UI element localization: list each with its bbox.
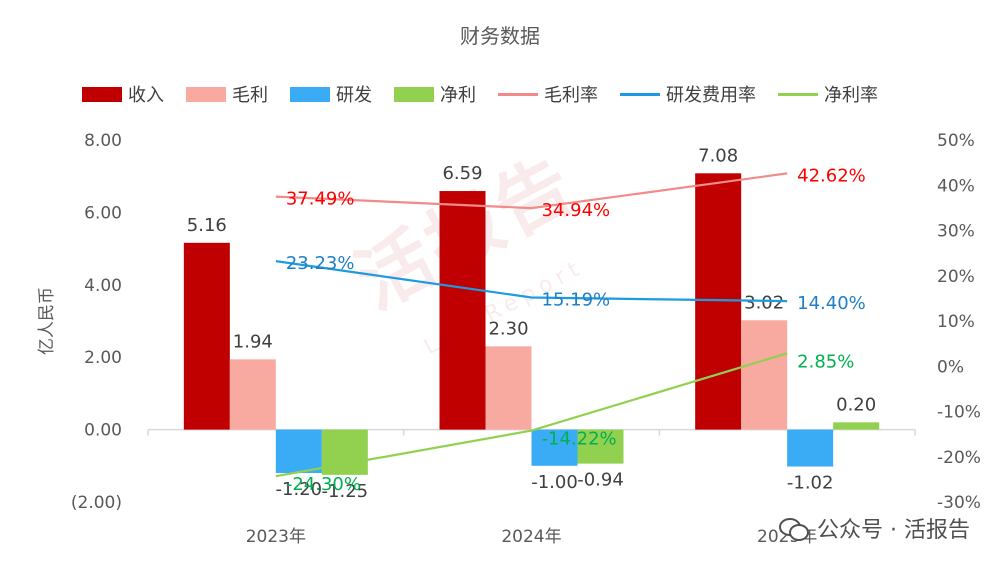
legend-label-net-margin: 净利率	[824, 85, 878, 106]
data-label-net-margin: -14.22%	[542, 429, 617, 450]
line-rnd-ratio	[275, 260, 788, 303]
y2-tick-label: -30%	[937, 493, 981, 513]
data-label-rnd: -1.02	[787, 473, 834, 494]
legend-item-revenue: 收入	[82, 81, 164, 107]
data-label-gross-margin: 37.49%	[286, 189, 355, 210]
bar-revenue	[439, 191, 486, 430]
line-net-margin	[275, 352, 788, 478]
data-label-net-profit: -0.94	[577, 470, 624, 491]
data-label-rnd-ratio: 14.40%	[797, 293, 866, 314]
wechat-icon	[779, 516, 810, 541]
bar-gross-profit	[741, 320, 788, 430]
y2-tick-label: 10%	[937, 312, 975, 332]
x-tick-label: 2024年	[501, 527, 561, 547]
data-label-gross-margin: 34.94%	[542, 200, 611, 221]
y-tick-label: 6.00	[84, 203, 122, 223]
legend-item-net-profit: 净利	[394, 81, 476, 107]
line-gross-margin	[275, 172, 788, 210]
bar-net-profit	[833, 422, 880, 430]
legend-swatch-gross-margin	[498, 92, 538, 96]
y-tick-label: 8.00	[84, 131, 122, 151]
legend-label-rnd: 研发	[336, 85, 372, 106]
bar-net-profit	[321, 429, 368, 475]
y-tick-label: (2.00)	[71, 493, 122, 513]
data-label-rnd: -1.20	[276, 479, 323, 500]
data-label-gross-margin: 42.62%	[797, 165, 866, 186]
legend-item-net-margin: 净利率	[778, 81, 878, 107]
bar-gross-profit	[229, 359, 276, 430]
bar-revenue	[183, 242, 230, 430]
bar-rnd	[531, 429, 578, 466]
legend-swatch-net-margin	[778, 92, 818, 96]
legend-label-net-profit: 净利	[440, 85, 476, 106]
data-label-rnd: -1.00	[531, 472, 578, 493]
y-tick-label: 2.00	[84, 348, 122, 368]
chart-legend: 收入 毛利 研发 净利 毛利率 研发费用率 净利率	[82, 82, 878, 106]
bar-rnd	[787, 429, 834, 467]
legend-swatch-rnd-ratio	[620, 92, 660, 96]
x-tick-label: 2023年	[246, 527, 306, 547]
y2-tick-label: 50%	[937, 131, 975, 151]
data-label-revenue: 6.59	[442, 163, 482, 184]
y2-tick-label: 20%	[937, 267, 975, 287]
legend-swatch-rnd	[290, 86, 330, 102]
legend-label-rnd-ratio: 研发费用率	[666, 85, 756, 106]
footer-text: 公众号 · 活报告	[817, 518, 970, 543]
legend-label-gross-margin: 毛利率	[544, 85, 598, 106]
bar-net-profit	[577, 429, 624, 464]
legend-swatch-gross-profit	[186, 86, 226, 102]
data-label-net-margin: 2.85%	[797, 351, 854, 372]
data-label-gross-profit: 2.30	[488, 318, 528, 339]
y-tick-label: 0.00	[84, 421, 122, 441]
legend-item-gross-profit: 毛利	[186, 81, 268, 107]
legend-item-rnd: 研发	[290, 81, 372, 107]
legend-swatch-net-profit	[394, 86, 434, 102]
chart-title: 财务数据	[460, 24, 540, 48]
bar-revenue	[695, 173, 742, 430]
legend-label-gross-profit: 毛利	[232, 85, 268, 106]
data-label-rnd-ratio: 23.23%	[286, 253, 355, 274]
legend-item-gross-margin: 毛利率	[498, 81, 598, 107]
data-label-revenue: 7.08	[698, 145, 738, 166]
legend-swatch-revenue	[82, 86, 122, 102]
bar-rnd	[275, 429, 322, 474]
footer-attribution: 公众号 · 活报告	[779, 512, 970, 544]
y2-tick-label: 40%	[937, 176, 975, 196]
data-label-revenue: 5.16	[187, 215, 227, 236]
y2-tick-label: 0%	[937, 357, 964, 377]
y2-tick-label: 30%	[937, 222, 975, 242]
bar-gross-profit	[485, 346, 532, 430]
legend-item-rnd-ratio: 研发费用率	[620, 81, 756, 107]
data-label-gross-profit: 1.94	[233, 331, 273, 352]
y2-tick-label: -10%	[937, 403, 981, 423]
data-label-net-margin: -24.30%	[286, 474, 361, 495]
data-label-net-profit: 0.20	[836, 394, 876, 415]
data-label-rnd-ratio: 15.19%	[542, 290, 611, 311]
y-tick-label: 4.00	[84, 276, 122, 296]
legend-label-revenue: 收入	[128, 85, 164, 106]
y-axis-label: 亿人民币	[37, 287, 57, 355]
data-label-gross-profit: 3.02	[744, 292, 784, 313]
data-label-net-profit: -1.25	[322, 481, 369, 502]
y2-tick-label: -20%	[937, 448, 981, 468]
